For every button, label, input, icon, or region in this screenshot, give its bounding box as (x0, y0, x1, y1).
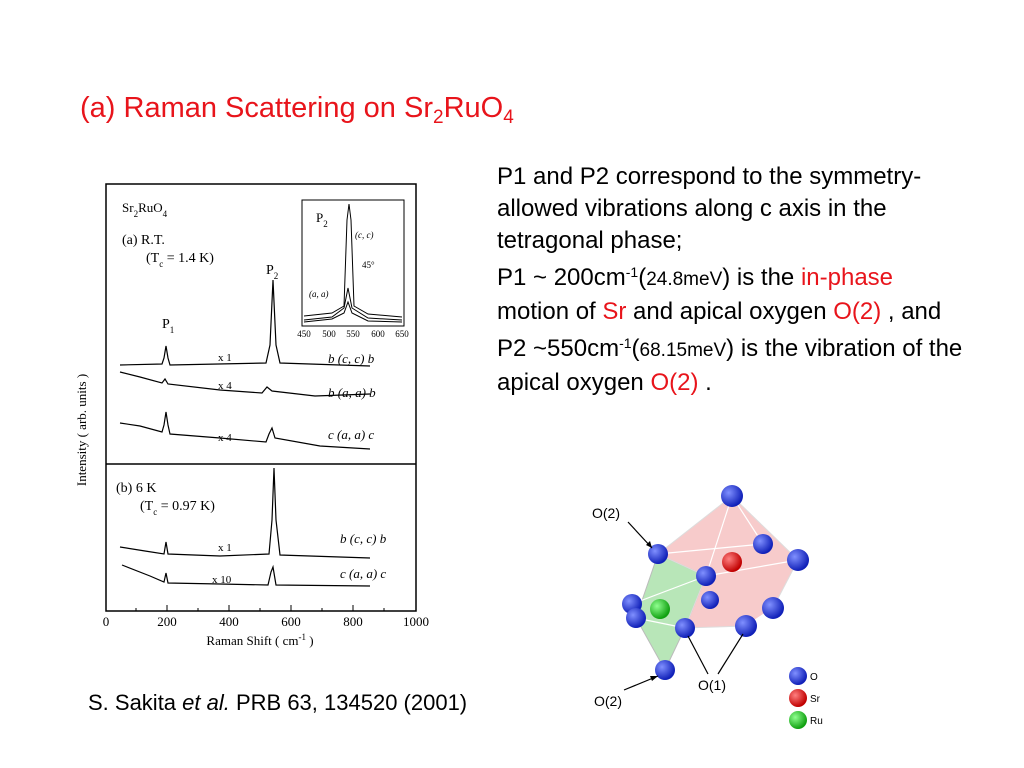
x-tick: 0 (103, 614, 110, 629)
oxygen-atoms (622, 485, 809, 680)
inset-aa-label: (a, a) (309, 289, 329, 299)
trace-polarization: b (a, a) b (328, 385, 376, 400)
trace-multipliers-a: x 1 x 4 x 4 (218, 352, 232, 444)
trace-polarizations-b: b (c, c) b c (a, a) c (340, 531, 387, 581)
peak-p2-label: P2 (266, 263, 278, 281)
x-axis-label: Raman Shift ( cm-1 ) (206, 632, 313, 648)
inset-x-tick: 450 (297, 329, 311, 339)
panel-a-tc: (Tc = 1.4 K) (146, 251, 214, 269)
inset-x-tick: 600 (371, 329, 385, 339)
inset-angle-label: 45° (362, 260, 375, 270)
crystal-structure-diagram: O(2) O(2) O(1) O Sr Ru (592, 485, 823, 729)
spectra-traces-b (119, 467, 371, 587)
x-axis-ticks: 0 200 400 600 800 1000 (103, 614, 429, 629)
trace-polarization: c (a, a) c (340, 566, 386, 581)
legend-ruthenium-label: Ru (810, 716, 823, 727)
panel-b-label: (b) 6 K (116, 481, 156, 496)
legend-strontium-swatch (789, 689, 807, 707)
trace-polarization: c (a, a) c (328, 427, 374, 442)
trace-polarization: b (c, c) b (340, 531, 387, 546)
description-text: P1 and P2 correspond to the symmetry-all… (497, 161, 967, 404)
trace-multiplier: x 4 (218, 380, 232, 392)
label-o2-bottom: O(2) (594, 693, 622, 709)
paragraph-p2: P2 ~550cm-1(68.15meV) is the vibration o… (497, 335, 963, 396)
inset-cc-label: (c, c) (355, 230, 373, 240)
paragraph-symmetry: P1 and P2 correspond to the symmetry-all… (497, 163, 922, 254)
legend-strontium-label: Sr (810, 694, 821, 705)
inset-x-tick: 550 (346, 329, 360, 339)
label-o1: O(1) (698, 677, 726, 693)
inset-x-ticks: 450 500 550 600 650 (297, 329, 409, 339)
label-o2-top: O(2) (592, 505, 620, 521)
trace-polarization: b (c, c) b (328, 351, 375, 366)
panel-b-tc: (Tc = 0.97 K) (140, 499, 215, 517)
x-tick: 800 (343, 614, 363, 629)
trace-multiplier: x 1 (218, 542, 232, 554)
legend-oxygen-swatch (789, 667, 807, 685)
inset-peak-label: P2 (316, 210, 328, 229)
atom-legend: O Sr Ru (789, 667, 823, 729)
x-tick: 1000 (403, 614, 429, 629)
inset-x-tick: 500 (322, 329, 336, 339)
y-axis-label: Intensity ( arb. units ) (74, 374, 89, 486)
x-tick: 400 (219, 614, 239, 629)
citation: S. Sakita et al. PRB 63, 134520 (2001) (88, 690, 468, 715)
x-tick: 600 (281, 614, 301, 629)
trace-multiplier: x 10 (212, 574, 232, 586)
trace-multiplier: x 1 (218, 352, 232, 364)
x-tick: 200 (157, 614, 177, 629)
paragraph-p1: P1 ~ 200cm-1(24.8meV) is the in-phase mo… (497, 264, 942, 325)
panel-a-label: (a) R.T. (122, 233, 165, 248)
spectra-traces-a (119, 279, 371, 450)
ruthenium-atom (650, 599, 670, 619)
trace-multiplier: x 4 (218, 432, 232, 444)
slide-title: (a) Raman Scattering on Sr2RuO4 (80, 92, 514, 128)
raman-spectra-figure: 0 200 400 600 800 1000 Raman Shift ( cm-… (74, 183, 429, 648)
legend-ruthenium-swatch (789, 711, 807, 729)
trace-polarizations-a: b (c, c) b b (a, a) b c (a, a) c (328, 351, 376, 442)
inset-x-tick: 650 (395, 329, 409, 339)
strontium-atom (722, 552, 742, 572)
peak-p1-label: P1 (162, 317, 174, 335)
trace-multipliers-b: x 1 x 10 (212, 542, 232, 586)
compound-label: Sr2RuO4 (122, 200, 168, 219)
inset-plot: P2 (c, c) 45° (a, a) 450 500 550 600 650 (297, 199, 409, 339)
legend-oxygen-label: O (810, 672, 818, 683)
